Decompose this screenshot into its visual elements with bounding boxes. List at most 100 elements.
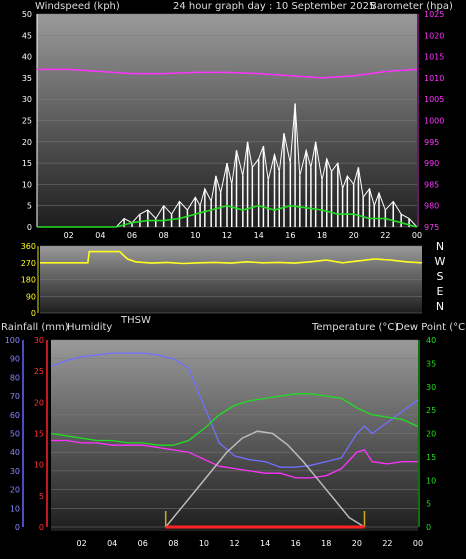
compass-label: N (436, 240, 444, 253)
rainfall-axis-title: Rainfall (mm) (1, 322, 69, 333)
wind-tick-label: 15 (22, 159, 32, 168)
wind-direction-tick-label: 360 (21, 242, 36, 251)
wind-tick-label: 50 (22, 10, 32, 19)
barometer-tick-label: 980 (424, 202, 439, 211)
x-tick-label: 16 (291, 539, 301, 548)
x-tick-label: 04 (95, 231, 105, 240)
humidity-tick-label: 70 (10, 392, 20, 401)
rainfall-tick-label: 20 (34, 398, 44, 407)
humidity-axis-title: Humidity (67, 322, 112, 333)
x-tick-label: 00 (412, 231, 422, 240)
x-tick-label: 06 (127, 231, 137, 240)
barometer-tick-label: 975 (424, 223, 439, 232)
x-tick-label: 14 (254, 231, 264, 240)
temperature-line (50, 393, 419, 446)
wind-axis-title: Windspeed (kph) (35, 1, 120, 12)
dew-point-axis-title: Dew Point (°C) (396, 322, 466, 333)
barometer-axis-title: Barometer (hpa) (370, 1, 453, 12)
wind-direction-tick-label: 0 (31, 309, 36, 318)
humidity-tick-label: 20 (10, 486, 20, 495)
wind-tick-label: 25 (22, 117, 32, 126)
rainfall-tick-label: 0 (39, 523, 44, 532)
wind-tick-label: 20 (22, 138, 32, 147)
temperature-tick-label: 5 (426, 500, 431, 509)
compass-label: S (437, 270, 444, 283)
barometer-tick-label: 1020 (424, 31, 444, 40)
wind-direction-tick-label: 90 (26, 292, 36, 301)
x-tick-label: 16 (285, 231, 295, 240)
barometer-tick-label: 1005 (424, 95, 444, 104)
x-tick-label: 10 (199, 539, 209, 548)
humidity-tick-label: 40 (10, 448, 20, 457)
temperature-tick-label: 15 (426, 453, 436, 462)
wind-tick-label: 45 (22, 31, 32, 40)
x-tick-label: 08 (159, 231, 169, 240)
x-tick-label: 06 (138, 539, 148, 548)
x-tick-label: 22 (382, 539, 392, 548)
x-tick-label: 12 (222, 231, 232, 240)
barometer-tick-label: 985 (424, 180, 439, 189)
rainfall-tick-label: 5 (39, 492, 44, 501)
temperature-tick-label: 0 (426, 523, 431, 532)
humidity-line (50, 352, 419, 468)
wind-tick-label: 0 (27, 223, 32, 232)
thsw-line (165, 430, 365, 528)
x-tick-label: 22 (380, 231, 390, 240)
wind-tick-label: 35 (22, 74, 32, 83)
thsw-label: THSW (120, 315, 151, 326)
temperature-axis-title: Temperature (°C) (311, 322, 398, 333)
barometer-tick-label: 995 (424, 138, 439, 147)
humidity-tick-label: 50 (10, 430, 20, 439)
wind-direction-tick-label: 180 (21, 276, 36, 285)
humidity-tick-label: 30 (10, 467, 20, 476)
rainfall-tick-label: 25 (34, 367, 44, 376)
x-tick-label: 02 (64, 231, 74, 240)
humidity-tick-label: 10 (10, 504, 20, 513)
wind-direction-tick-label: 270 (21, 259, 36, 268)
rainfall-tick-label: 15 (34, 430, 44, 439)
x-tick-label: 20 (352, 539, 362, 548)
dew-point-line (51, 439, 418, 479)
x-tick-label: 12 (229, 539, 239, 548)
temperature-tick-label: 35 (426, 359, 436, 368)
humidity-tick-label: 80 (10, 373, 20, 382)
x-tick-label: 00 (413, 539, 423, 548)
x-tick-label: 08 (168, 539, 178, 548)
x-tick-label: 04 (107, 539, 117, 548)
x-tick-label: 20 (349, 231, 359, 240)
humidity-tick-label: 100 (5, 336, 20, 345)
x-tick-label: 14 (260, 539, 270, 548)
compass-label: E (437, 285, 444, 298)
wind-tick-label: 5 (27, 202, 32, 211)
wind-gust-line (37, 103, 418, 228)
temperature-tick-label: 30 (426, 383, 436, 392)
rainfall-tick-label: 30 (34, 336, 44, 345)
temperature-panel: 0 10 20 30 40 50 60 70 80 90 100 0 5 10 15 20 25 30 0 5 10… (5, 336, 436, 548)
barometer-tick-label: 1000 (424, 117, 444, 126)
x-tick-label: 18 (321, 539, 331, 548)
temperature-plot-area (51, 340, 418, 531)
barometer-tick-label: 1010 (424, 74, 444, 83)
x-tick-label: 10 (190, 231, 200, 240)
barometer-tick-label: 1015 (424, 53, 444, 62)
wind-tick-label: 30 (22, 95, 32, 104)
wind-tick-label: 40 (22, 53, 32, 62)
wind-average-line (37, 204, 418, 228)
x-tick-label: 02 (76, 539, 86, 548)
temperature-tick-label: 40 (426, 336, 436, 345)
barometer-tick-label: 1025 (424, 10, 444, 19)
wind-tick-label: 10 (22, 180, 32, 189)
humidity-tick-label: 0 (15, 523, 20, 532)
x-tick-label: 18 (317, 231, 327, 240)
barometer-line (37, 68, 418, 79)
compass-label: W (435, 255, 446, 268)
temperature-tick-label: 20 (426, 430, 436, 439)
humidity-tick-label: 60 (10, 411, 20, 420)
humidity-tick-label: 90 (10, 355, 20, 364)
temperature-tick-label: 25 (426, 406, 436, 415)
rainfall-tick-label: 10 (34, 461, 44, 470)
barometer-tick-label: 990 (424, 159, 439, 168)
